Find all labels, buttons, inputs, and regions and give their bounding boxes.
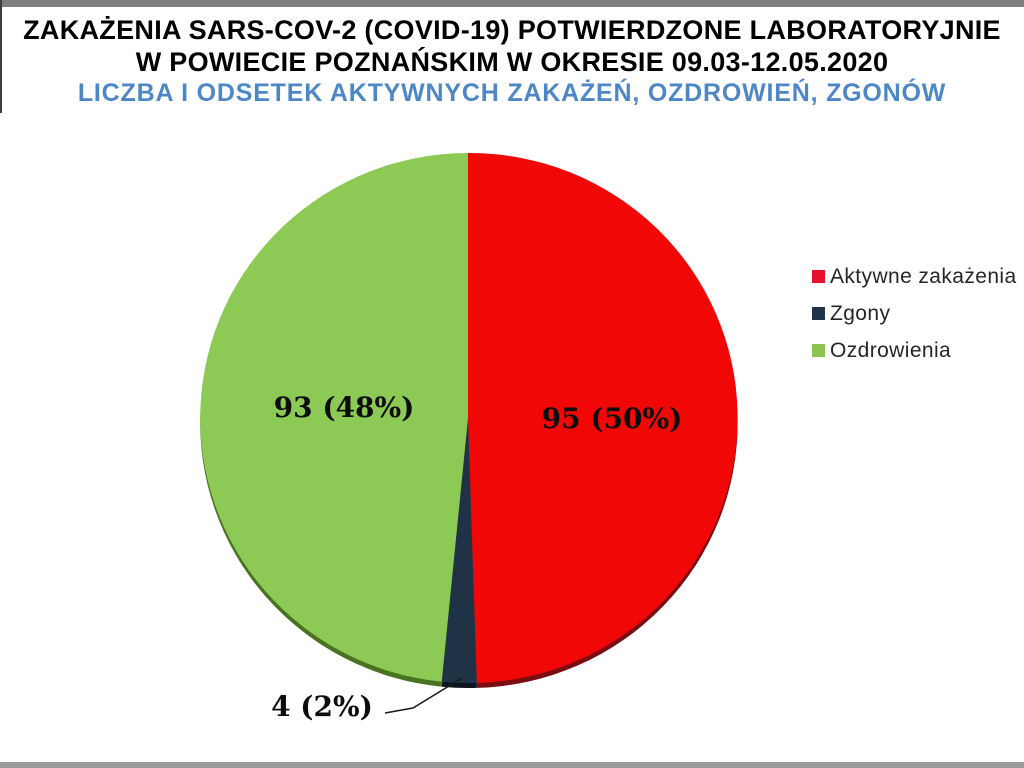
pie-slice-aktywne-zaka-enia [468,152,738,683]
pie-label-aktywne: 95 (50%) [542,402,683,435]
chart-title-line2: W POWIECIE POZNAŃSKIM W OKRESIE 09.03-12… [135,47,889,77]
pie-slices [200,152,738,684]
legend-marker-green [812,344,825,357]
legend-item-aktywne: Aktywne zakażenia [812,258,1017,295]
left-edge-line [0,0,2,113]
pie-label-ozdrowienia: 93 (48%) [274,391,415,424]
pie-label-zgony: 4 (2%) [271,690,373,723]
legend-marker-navy [812,307,825,320]
leader-line-zgony [384,677,463,714]
top-border-bar [0,0,1024,7]
chart-title-line1: ZAKAŻENIA SARS-COV-2 (COVID-19) POTWIERD… [23,15,1001,45]
pie-slice-ozdrowienia [200,153,468,682]
chart-header: ZAKAŻENIA SARS-COV-2 (COVID-19) POTWIERD… [0,14,1024,108]
legend-label: Aktywne zakażenia [830,264,1017,288]
legend-marker-red [812,270,825,283]
legend-label: Ozdrowienia [830,338,952,362]
legend-item-ozdrowienia: Ozdrowienia [812,332,1017,369]
legend-item-zgony: Zgony [812,295,1017,332]
legend-label: Zgony [830,301,891,325]
bottom-border-bar [0,762,1024,768]
chart-legend: Aktywne zakażenia Zgony Ozdrowienia [812,258,1017,369]
chart-subtitle: LICZBA I ODSETEK AKTYWNYCH ZAKAŻEŃ, OZDR… [77,79,947,107]
pie-slice-zgony [441,418,477,684]
